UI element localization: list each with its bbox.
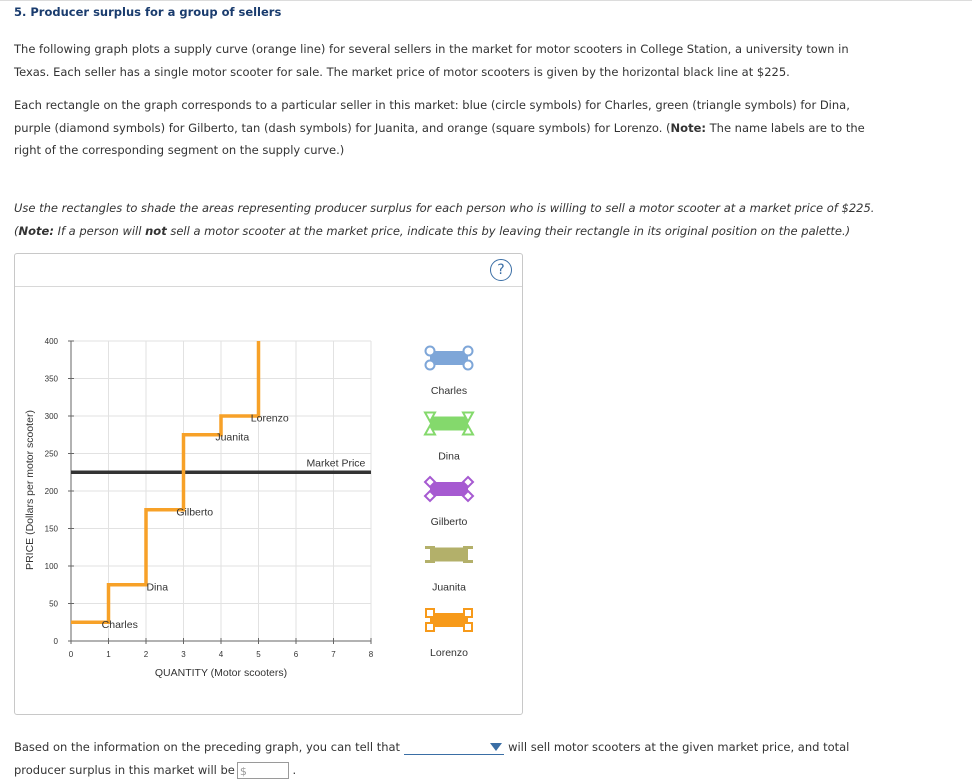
x-tick-label: 4 [219, 650, 224, 659]
sellers-line-2b: The name labels are to the [706, 121, 865, 135]
x-tick-label: 7 [331, 650, 336, 659]
palette-label: Juanita [432, 582, 466, 594]
y-tick-label: 100 [45, 562, 59, 571]
palette-label: Charles [431, 385, 467, 397]
chevron-down-icon [490, 743, 502, 751]
answer-sentence: Based on the information on the precedin… [14, 736, 954, 781]
seller-label-dina: Dina [146, 581, 168, 593]
y-tick-label: 250 [45, 450, 59, 459]
supply-chart[interactable]: 0 1 2 3 4 5 6 7 8 0 50 100 150 200 250 300 350 400 Market… [15, 254, 522, 714]
x-tick-label: 6 [294, 650, 299, 659]
seller-label-lorenzo: Lorenzo [251, 413, 289, 425]
dollar-sign: $ [240, 761, 247, 783]
palette-label: Dina [438, 451, 460, 463]
x-axis-label: QUANTITY (Motor scooters) [155, 667, 287, 679]
y-tick-label: 350 [45, 375, 59, 384]
palette-rect [430, 613, 468, 627]
intro-line-1: The following graph plots a supply curve… [14, 38, 894, 61]
palette-item-juanita[interactable]: Juanita [425, 548, 473, 594]
square-handle-icon [426, 623, 434, 631]
y-tick-label: 150 [45, 525, 59, 534]
instruction-line-1: Use the rectangles to shade the areas re… [14, 197, 894, 220]
y-tick-label: 0 [54, 637, 59, 646]
palette-item-dina[interactable]: Dina [425, 413, 473, 463]
intro-line-2: Texas. Each seller has a single motor sc… [14, 61, 894, 84]
sellers-line-2: purple (diamond symbols) for Gilberto, t… [14, 117, 894, 140]
palette-item-charles[interactable]: Charles [426, 347, 473, 398]
sellers-dropdown[interactable] [404, 740, 504, 755]
square-handle-icon [464, 623, 472, 631]
instruction-line-2c: sell a motor scooter at the market price… [167, 224, 850, 238]
square-handle-icon [464, 609, 472, 617]
answer-text-1: Based on the information on the precedin… [14, 740, 400, 754]
y-tick-label: 200 [45, 487, 59, 496]
palette-item-gilberto[interactable]: Gilberto [425, 477, 473, 528]
sellers-note-label: Note: [671, 121, 706, 135]
seller-label-gilberto: Gilberto [176, 506, 213, 518]
x-tick-label: 3 [181, 650, 186, 659]
y-tick-label: 400 [45, 337, 59, 346]
palette-item-lorenzo[interactable]: Lorenzo [426, 609, 472, 659]
x-tick-label: 5 [256, 650, 261, 659]
seller-label-charles: Charles [102, 619, 138, 631]
surplus-input[interactable]: $ [237, 762, 289, 779]
top-divider [0, 0, 972, 1]
question-title: 5. Producer surplus for a group of selle… [14, 5, 281, 19]
y-axis-label: PRICE (Dollars per motor scooter) [24, 410, 36, 570]
circle-handle-icon [426, 347, 435, 356]
y-tick-label: 300 [45, 412, 59, 421]
palette-rect [430, 417, 468, 431]
palette-label: Lorenzo [430, 647, 468, 659]
instruction-note-label: Note: [19, 224, 54, 238]
period: . [293, 763, 297, 777]
circle-handle-icon [464, 347, 473, 356]
y-tick-label: 50 [49, 600, 58, 609]
sellers-line-3: right of the corresponding segment on th… [14, 139, 894, 162]
square-handle-icon [426, 609, 434, 617]
market-price-label: Market Price [306, 457, 365, 469]
sellers-line-2a: purple (diamond symbols) for Gilberto, t… [14, 121, 671, 135]
palette-rect [430, 351, 468, 365]
x-tick-label: 0 [69, 650, 74, 659]
seller-label-juanita: Juanita [215, 431, 249, 443]
palette-rect [430, 548, 468, 562]
palette-label: Gilberto [431, 516, 468, 528]
answer-text-3: producer surplus in this market will be [14, 763, 235, 777]
circle-handle-icon [426, 361, 435, 370]
palette-rect [430, 482, 468, 496]
x-tick-label: 2 [144, 650, 149, 659]
sellers-line-1: Each rectangle on the graph corresponds … [14, 94, 894, 117]
sellers-paragraph: Each rectangle on the graph corresponds … [14, 94, 894, 162]
instruction-not-word: not [145, 224, 167, 238]
answer-text-2: will sell motor scooters at the given ma… [508, 740, 849, 754]
x-tick-label: 8 [369, 650, 374, 659]
circle-handle-icon [464, 361, 473, 370]
instruction-line-2: (Note: If a person will not sell a motor… [14, 220, 894, 243]
supply-curve [71, 341, 259, 622]
instruction-line-2b: If a person will [54, 224, 145, 238]
x-tick-label: 1 [106, 650, 111, 659]
instruction-paragraph: Use the rectangles to shade the areas re… [14, 197, 894, 242]
intro-paragraph: The following graph plots a supply curve… [14, 38, 894, 83]
